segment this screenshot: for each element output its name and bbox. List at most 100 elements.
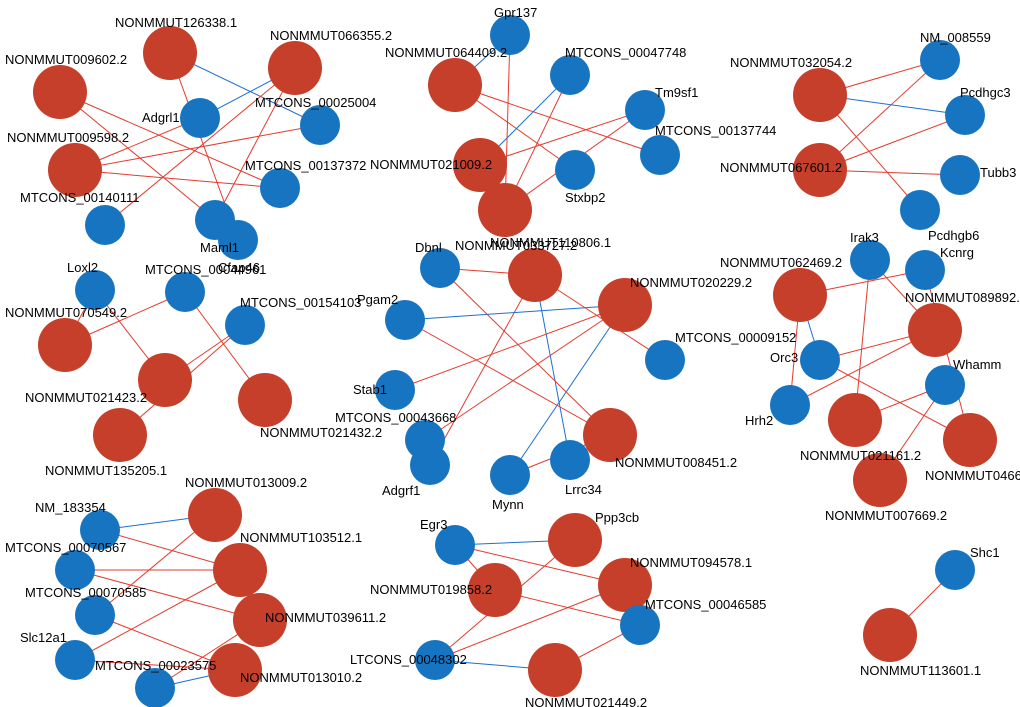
node xyxy=(793,68,847,122)
edge xyxy=(395,305,625,390)
edge xyxy=(435,585,625,660)
node xyxy=(225,305,265,345)
node-label: NONMMUT021449.2 xyxy=(525,695,647,707)
node xyxy=(180,98,220,138)
node xyxy=(260,168,300,208)
node-label: Tubb3 xyxy=(980,165,1016,180)
node xyxy=(300,105,340,145)
node xyxy=(38,318,92,372)
node-label: MTCONS_00046585 xyxy=(645,597,766,612)
node xyxy=(375,370,415,410)
node-label: Mynn xyxy=(492,497,524,512)
node xyxy=(625,90,665,130)
node-label: NONMMUT103512.1 xyxy=(240,530,362,545)
node-label: Adgrf1 xyxy=(382,483,420,498)
node xyxy=(428,58,482,112)
node xyxy=(135,668,175,707)
node xyxy=(800,340,840,380)
node-label: Ppp3cb xyxy=(595,510,639,525)
node xyxy=(435,525,475,565)
node-label: NONMMUT033727.2 xyxy=(455,238,577,253)
node-label: Cfap46 xyxy=(218,260,260,275)
node xyxy=(853,453,907,507)
node xyxy=(508,248,562,302)
node xyxy=(55,550,95,590)
node-label: NONMMUT046667.2 xyxy=(925,468,1020,483)
node xyxy=(793,143,847,197)
node xyxy=(385,300,425,340)
edge xyxy=(405,305,625,320)
node-label: NONMMUT013009.2 xyxy=(185,475,307,490)
node-label: Shc1 xyxy=(970,545,1000,560)
node xyxy=(640,135,680,175)
node xyxy=(478,183,532,237)
node-label: NONMMUT089892.1 xyxy=(905,290,1020,305)
network-canvas: NONMMUT126338.1NONMMUT066355.2NONMMUT009… xyxy=(0,0,1020,707)
node xyxy=(490,455,530,495)
node-label: NONMMUT020229.2 xyxy=(630,275,752,290)
node-label: MTCONS_00137372 xyxy=(245,158,366,173)
node-label: NONMMUT113601.1 xyxy=(860,663,981,678)
node-label: Stxbp2 xyxy=(565,190,605,205)
edge xyxy=(75,170,280,188)
node-label: NONMMUT021423.2 xyxy=(25,390,147,405)
node xyxy=(620,605,660,645)
node xyxy=(165,272,205,312)
node xyxy=(138,353,192,407)
node xyxy=(75,595,115,635)
node xyxy=(55,640,95,680)
node-label: NONMMUT110806.1 xyxy=(490,235,611,250)
node xyxy=(548,513,602,567)
node xyxy=(925,365,965,405)
node-label: Pcdhgb6 xyxy=(928,228,979,243)
node-label: MTCONS_00154103 xyxy=(240,295,361,310)
node-label: MTCONS_00009152 xyxy=(675,330,796,345)
node xyxy=(770,385,810,425)
node-label: Whamm xyxy=(953,357,1001,372)
node xyxy=(213,543,267,597)
node-label: NONMMUT007669.2 xyxy=(825,508,947,523)
node-label: MTCONS_00047748 xyxy=(565,45,686,60)
node xyxy=(528,643,582,697)
node xyxy=(468,563,522,617)
node-label: NONMMUT135205.1 xyxy=(45,463,167,478)
node xyxy=(33,65,87,119)
node-label: Lrrc34 xyxy=(565,482,602,497)
node xyxy=(908,303,962,357)
node xyxy=(143,26,197,80)
node-label: NONMMUT094578.1 xyxy=(630,555,752,570)
node xyxy=(583,408,637,462)
node xyxy=(550,55,590,95)
node-label: NONMMUT062469.2 xyxy=(720,255,842,270)
node xyxy=(490,15,530,55)
node xyxy=(75,270,115,310)
node xyxy=(268,41,322,95)
node xyxy=(773,268,827,322)
node xyxy=(850,240,890,280)
node xyxy=(85,205,125,245)
node xyxy=(420,248,460,288)
node xyxy=(940,155,980,195)
edge xyxy=(430,275,535,465)
node xyxy=(900,190,940,230)
node xyxy=(238,373,292,427)
node xyxy=(218,220,258,260)
node-label: MTCONS_00043668 xyxy=(335,410,456,425)
node xyxy=(935,550,975,590)
edge xyxy=(535,275,570,460)
node-label: NONMMUT008451.2 xyxy=(615,455,737,470)
node xyxy=(233,593,287,647)
node xyxy=(945,95,985,135)
node xyxy=(828,393,882,447)
node xyxy=(80,510,120,550)
node xyxy=(93,408,147,462)
node-label: NONMMUT064409.2 xyxy=(385,45,507,60)
node-label: NONMMUT021432.2 xyxy=(260,425,382,440)
node xyxy=(555,150,595,190)
node-label: Orc3 xyxy=(770,350,798,365)
node xyxy=(920,40,960,80)
node-label: Kcnrg xyxy=(940,245,974,260)
node xyxy=(208,643,262,697)
node-label: MTCONS_00044961 xyxy=(145,262,266,277)
node xyxy=(550,440,590,480)
